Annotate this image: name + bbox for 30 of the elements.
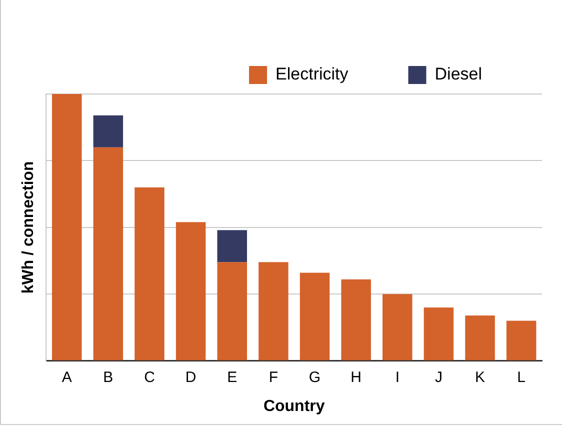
x-tick-label: F (268, 368, 278, 386)
bar (93, 115, 124, 148)
x-axis-title: Country (263, 398, 325, 415)
x-tick-label: D (185, 368, 196, 386)
x-tick-label: H (350, 368, 362, 386)
x-tick-label: L (517, 368, 526, 386)
bar (465, 315, 495, 360)
bar (52, 94, 82, 360)
x-tick-label: K (475, 368, 486, 386)
legend-label: Diesel (434, 64, 482, 84)
x-tick-label: I (395, 368, 400, 386)
x-tick-label: B (103, 368, 114, 386)
bar (258, 262, 288, 360)
x-tick-label: C (144, 368, 156, 386)
y-axis-title: kWh / connection (20, 161, 38, 294)
bar (382, 294, 412, 360)
x-tick-label: A (62, 368, 72, 386)
bar (134, 187, 164, 360)
bar (93, 147, 124, 360)
x-tick-label: E (227, 368, 238, 386)
bar (176, 222, 206, 360)
bar (506, 320, 536, 360)
bar (424, 307, 454, 360)
legend-label: Electricity (276, 64, 349, 84)
bar (341, 279, 371, 360)
x-tick-label: J (434, 368, 442, 386)
bar (217, 230, 247, 262)
x-tick-label: G (308, 368, 321, 386)
bar (217, 262, 247, 360)
bar (300, 272, 330, 360)
